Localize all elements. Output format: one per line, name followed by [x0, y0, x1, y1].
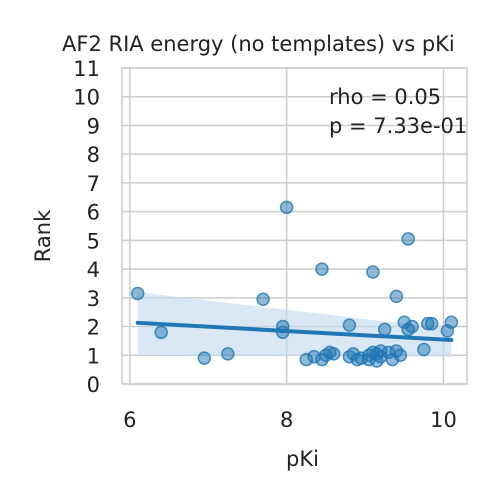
confidence-band — [137, 292, 452, 357]
data-point — [221, 347, 235, 361]
y-tick-label: 6 — [87, 201, 100, 225]
data-point — [417, 342, 431, 357]
y-tick-label: 8 — [87, 143, 100, 167]
y-tick-label: 9 — [87, 114, 100, 138]
y-tick-labels: 0 1 2 3 4 5 6 7 8 9 10 11 — [73, 57, 100, 397]
regression-line-layer — [135, 320, 454, 343]
plot-frame — [121, 67, 468, 385]
x-tick-label: 10 — [430, 408, 457, 432]
data-point — [154, 325, 168, 340]
y-tick-label: 2 — [87, 316, 100, 340]
chart-title: AF2 RIA energy (no templates) vs pKi — [62, 32, 455, 56]
data-point — [393, 348, 408, 363]
y-tick-label: 10 — [73, 86, 100, 110]
data-point — [377, 322, 392, 337]
y-tick-label: 1 — [87, 344, 100, 368]
data-points — [130, 200, 459, 368]
data-point — [326, 347, 341, 361]
stat-annotation-p: p = 7.33e-01 — [329, 114, 467, 138]
data-point — [405, 319, 419, 334]
y-tick-label: 11 — [73, 57, 100, 81]
data-point — [444, 315, 459, 329]
data-point — [401, 232, 415, 246]
data-point — [130, 286, 145, 301]
data-point — [315, 262, 329, 276]
x-tick-label: 6 — [123, 408, 136, 432]
x-axis-label: pKi — [286, 447, 319, 471]
data-point — [366, 265, 380, 279]
stat-annotation-rho: rho = 0.05 — [329, 85, 441, 109]
data-point — [389, 289, 404, 304]
y-tick-label: 7 — [87, 172, 100, 196]
y-axis-label: Rank — [31, 209, 55, 262]
regression-line — [135, 320, 454, 343]
data-point — [424, 316, 439, 331]
x-tick-label: 8 — [280, 408, 293, 432]
y-tick-label: 3 — [87, 287, 100, 311]
y-tick-label: 5 — [87, 229, 100, 253]
confidence-band-layer — [137, 292, 452, 357]
data-point — [342, 318, 357, 332]
data-point — [256, 292, 270, 307]
y-tick-label: 0 — [87, 373, 100, 397]
x-tick-labels: 6 8 10 — [123, 408, 457, 432]
data-point — [197, 351, 212, 365]
data-point — [279, 200, 294, 215]
y-tick-label: 4 — [87, 258, 100, 282]
